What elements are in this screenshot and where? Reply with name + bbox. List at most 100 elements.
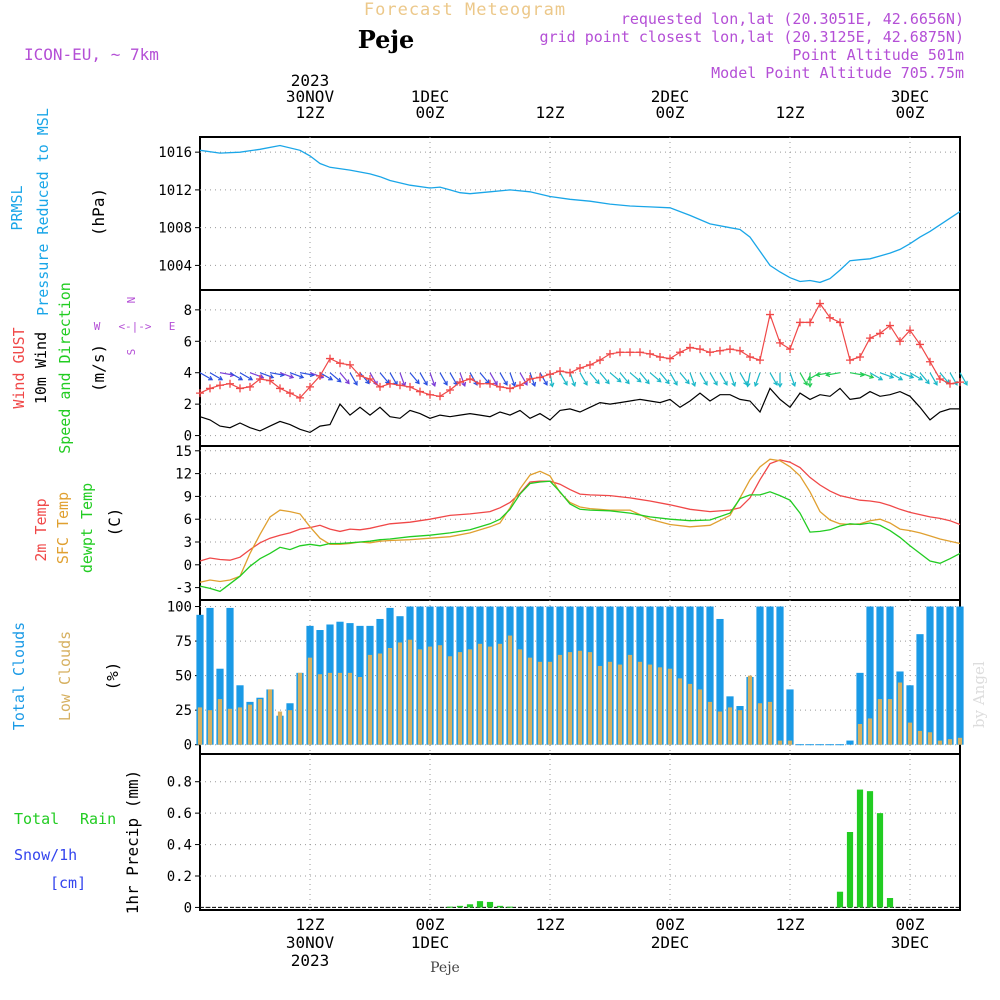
wind-barb-head <box>423 380 428 386</box>
label-snow: Snow/1h <box>14 846 77 864</box>
bar-low-clouds <box>457 652 463 745</box>
bar-low-clouds <box>607 661 613 745</box>
bar-total-clouds <box>906 685 914 745</box>
bar-rain <box>846 832 854 908</box>
label-percent: (%) <box>103 662 122 691</box>
bar-total-clouds <box>226 607 234 745</box>
y-tick-label: 12 <box>175 467 192 483</box>
wind-barb-head <box>777 382 783 388</box>
bar-low-clouds <box>887 699 893 745</box>
gridpoint-coords: grid point closest lon,lat (20.3125E, 42… <box>540 28 964 46</box>
wind-barb-head <box>691 381 697 387</box>
bar-total-clouds <box>696 606 704 745</box>
gust-marker <box>906 326 914 335</box>
y-tick-label: 1008 <box>158 221 192 237</box>
wind-barb <box>619 372 630 384</box>
bar-low-clouds <box>257 699 263 745</box>
wind-barb <box>459 372 466 387</box>
bar-low-clouds <box>637 661 643 745</box>
gust-marker <box>686 343 694 352</box>
wind-barb-head <box>583 380 588 386</box>
y-tick-label: 8 <box>184 303 192 319</box>
y-tick-label: 0.6 <box>167 806 192 822</box>
chart-title: Forecast Meteogram <box>364 0 566 20</box>
gust-marker <box>436 392 444 401</box>
bar-low-clouds <box>727 707 733 745</box>
bar-low-clouds <box>397 642 403 745</box>
wind-barb <box>609 372 622 383</box>
wind-barb-head <box>878 375 884 381</box>
bottom-location: Peje <box>430 960 460 976</box>
wind-barb-head <box>898 375 904 381</box>
wind-barb <box>329 372 342 383</box>
wind-barb <box>229 372 243 381</box>
wind-barb-head <box>365 379 370 385</box>
y-tick-label: 0.2 <box>167 869 192 885</box>
time-label-top: 00Z <box>896 103 925 122</box>
gust-marker <box>346 360 354 369</box>
wind-barb-head <box>745 382 751 388</box>
gust-marker <box>456 378 464 387</box>
bar-low-clouds <box>867 718 873 745</box>
gust-marker <box>756 356 764 365</box>
bar-low-clouds <box>247 704 253 745</box>
gust-marker <box>506 384 514 393</box>
gust-marker <box>316 371 324 380</box>
wind-barb <box>349 372 358 386</box>
wind-barb <box>489 372 498 386</box>
label-ms: (m/s) <box>89 344 108 392</box>
bar-total-clouds <box>766 606 774 745</box>
wind-barb <box>769 372 778 386</box>
bar-low-clouds <box>267 689 273 745</box>
gust-marker <box>556 367 564 376</box>
wind-barb <box>754 372 761 387</box>
bar-rain <box>876 813 884 908</box>
cloud-labels: Total Clouds Low Clouds (%) <box>10 622 122 730</box>
series-line-wind-gust <box>199 302 961 399</box>
bar-low-clouds <box>557 654 563 745</box>
bar-rain <box>486 901 494 908</box>
wind-barb-head <box>289 374 295 379</box>
wind-barb-head <box>345 379 350 385</box>
wind-barb <box>539 372 548 386</box>
wind-barb-head <box>238 375 244 381</box>
bar-low-clouds <box>767 701 773 745</box>
gust-marker <box>356 371 364 380</box>
wind-barb-head <box>571 381 577 387</box>
bar-total-clouds <box>776 606 784 745</box>
bar-low-clouds <box>207 710 213 745</box>
gust-marker <box>486 379 494 388</box>
label-total: Total <box>14 810 59 828</box>
bar-low-clouds <box>327 672 333 745</box>
bar-low-clouds <box>197 707 203 745</box>
gust-marker <box>796 318 804 327</box>
gust-marker <box>856 353 864 361</box>
wind-barb <box>679 372 690 384</box>
wind-barb-head <box>443 380 448 386</box>
panel-temperature: -3 0 3 6 9 12 15 <box>175 444 961 601</box>
bar-low-clouds <box>787 740 793 745</box>
wind-barb <box>399 372 406 387</box>
bar-low-clouds <box>367 654 373 745</box>
y-tick-label: 0 <box>184 900 192 916</box>
gust-marker <box>626 348 634 357</box>
bar-low-clouds <box>587 652 593 745</box>
gust-marker <box>446 386 454 394</box>
time-label-bottom: 00Z <box>416 915 445 934</box>
y-tick-label: 6 <box>184 334 192 350</box>
wind-barb <box>959 372 968 386</box>
wind-barb-head <box>656 377 662 383</box>
y-tick-label: 6 <box>184 512 192 528</box>
wind-barb <box>439 372 448 386</box>
bar-low-clouds <box>407 639 413 745</box>
label-prmsl: PRMSL <box>8 185 26 230</box>
wind-barb <box>849 372 864 376</box>
gust-marker <box>306 382 314 391</box>
bar-low-clouds <box>897 682 903 745</box>
wind-barb-head <box>803 380 808 386</box>
bar-low-clouds <box>597 665 603 745</box>
wind-barb <box>789 372 796 387</box>
y-tick-label: 0 <box>184 558 192 574</box>
wind-barb-head <box>493 380 498 386</box>
bar-total-clouds <box>876 606 884 745</box>
